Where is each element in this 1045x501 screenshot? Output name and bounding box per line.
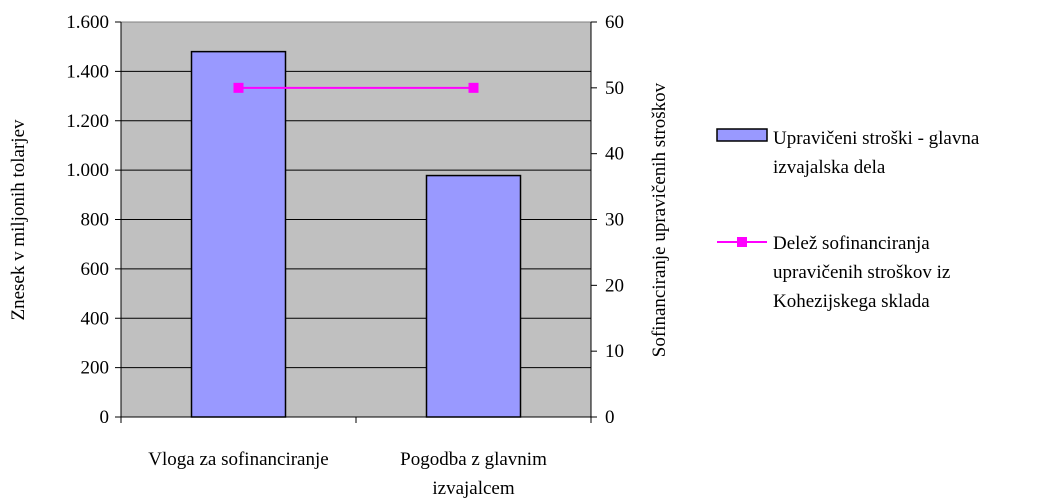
left-axis-ticks: 0 200 400 600 800 1.000 1.200 1.400 1.600: [66, 12, 121, 428]
y-tick-label: 200: [81, 358, 110, 379]
legend-label: Upravičeni stroški - glavna: [773, 128, 980, 149]
line-series: [233, 82, 479, 93]
line-marker: [233, 82, 244, 93]
y2-tick-label: 30: [605, 210, 624, 231]
line-marker: [468, 82, 479, 93]
y-tick-label: 1.600: [66, 12, 109, 33]
y-axis-title: Znesek v miljonih tolarjev: [8, 119, 29, 321]
legend-label: upravičenih stroškov iz: [773, 262, 950, 283]
y2-tick-label: 40: [605, 144, 624, 165]
right-axis-ticks: 0 10 20 30 40 50 60: [591, 12, 624, 428]
category-labels: Vloga za sofinanciranje Pogodba z glavnim…: [148, 449, 547, 499]
y2-tick-label: 10: [605, 341, 624, 362]
bar-series: [190, 50, 522, 418]
category-label: Vloga za sofinanciranje: [148, 449, 328, 470]
legend: Upravičeni stroški - glavna izvajalska de…: [716, 128, 980, 312]
bar: [425, 174, 522, 418]
bar: [190, 50, 287, 418]
y-tick-label: 0: [100, 407, 110, 428]
legend-line-marker: [737, 237, 747, 247]
category-label: izvajalcem: [432, 478, 515, 499]
y-tick-label: 1.400: [66, 61, 109, 82]
y2-tick-label: 20: [605, 275, 624, 296]
y2-axis-title: Sofinanciranje upravičenih stroškov: [649, 82, 670, 357]
y2-tick-label: 60: [605, 12, 624, 33]
legend-label: Kohezijskega sklada: [773, 291, 930, 312]
y2-tick-label: 50: [605, 78, 624, 99]
y-tick-label: 400: [81, 308, 110, 329]
legend-bar-swatch: [716, 128, 768, 142]
category-label: Pogodba z glavnim: [400, 449, 547, 470]
y-tick-label: 800: [81, 210, 110, 231]
legend-label: izvajalska dela: [773, 157, 886, 178]
y-tick-label: 600: [81, 259, 110, 280]
y-tick-label: 1.200: [66, 111, 109, 132]
y2-tick-label: 0: [605, 407, 615, 428]
legend-label: Delež sofinanciranja: [773, 233, 930, 254]
y-tick-label: 1.000: [66, 160, 109, 181]
